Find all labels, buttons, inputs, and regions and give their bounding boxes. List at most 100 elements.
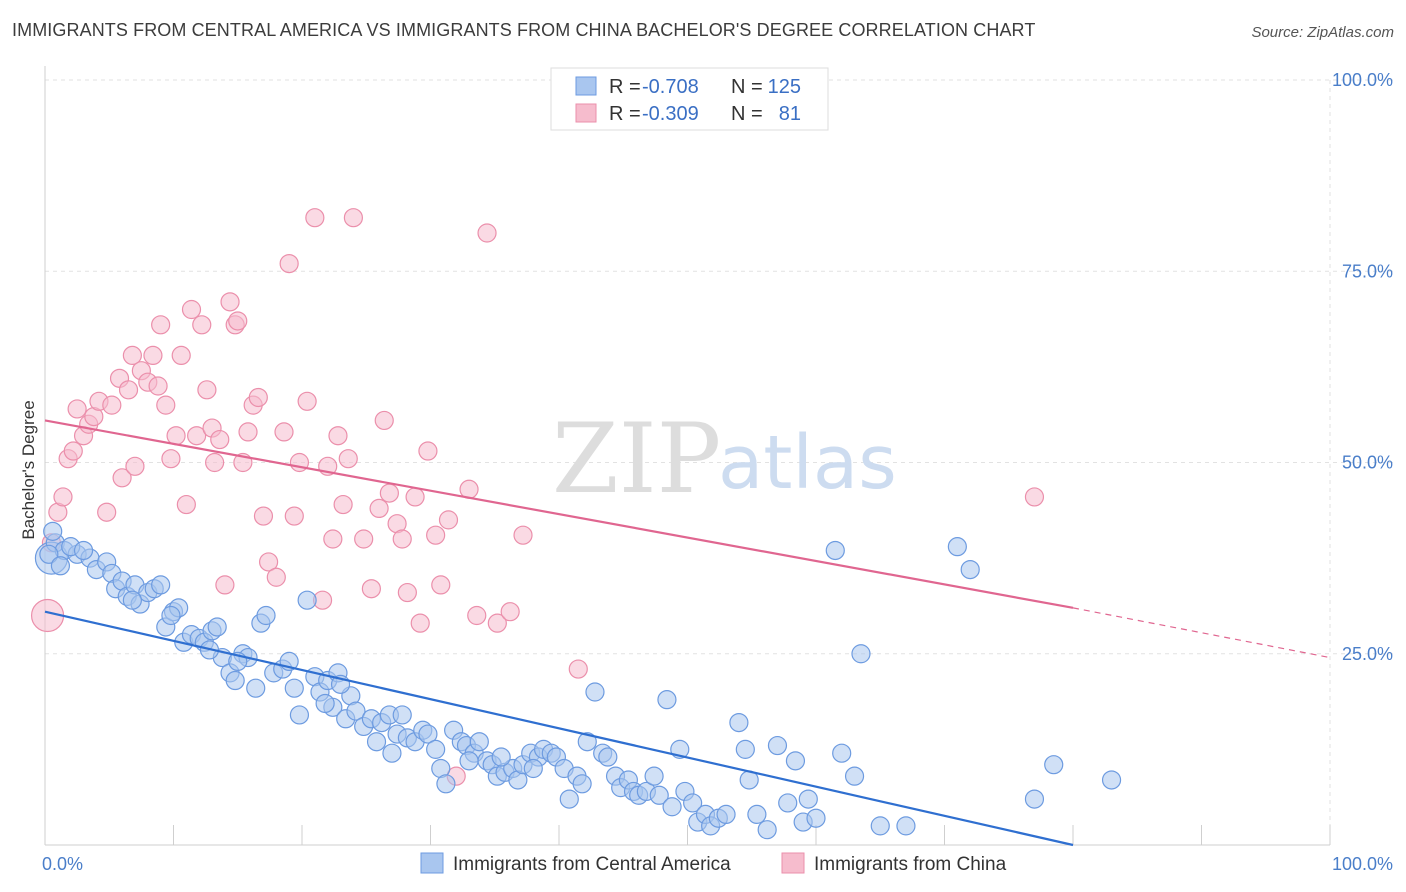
china-point-80 (1024, 487, 1045, 507)
china-point-62 (379, 483, 399, 503)
central-america-point-105 (735, 739, 755, 759)
china-point-2 (53, 487, 73, 507)
central-america-point-130 (122, 590, 142, 610)
legend-r-label-china: R = (609, 103, 641, 125)
bottom-legend-swatch-central-america (420, 852, 444, 874)
source-label: Source: ZipAtlas.com (1251, 24, 1394, 41)
central-america-point-137 (459, 751, 479, 771)
central-america-point-15 (151, 575, 171, 595)
central-america-point-93 (649, 785, 669, 805)
china-point-26 (176, 494, 196, 515)
china-point-67 (410, 613, 430, 633)
central-america-point-138 (491, 747, 511, 767)
x-tick-label-0: 0.0% (42, 854, 83, 874)
china-point-19 (143, 345, 163, 365)
china-point-45 (274, 422, 294, 442)
legend-r-value-central-america: -0.708 (642, 76, 699, 98)
legend-swatch-central-america (575, 76, 597, 96)
central-america-point-129 (73, 540, 94, 561)
china-point-53 (323, 529, 343, 549)
china-point-78 (513, 525, 533, 545)
bottom-legend-label-china: Immigrants from China (814, 854, 1007, 875)
central-america-point-37 (289, 705, 310, 725)
axes (44, 66, 1331, 846)
central-america-point-119 (896, 816, 916, 836)
central-america-point-103 (716, 804, 736, 825)
central-america-point-124 (1101, 770, 1122, 790)
china-point-22 (156, 395, 176, 415)
central-america-point-58 (426, 739, 446, 759)
china-point-77 (500, 602, 520, 622)
central-america-point-123 (1044, 755, 1064, 775)
china-point-28 (187, 426, 207, 446)
china-point-56 (338, 449, 358, 469)
central-america-point-95 (662, 797, 682, 817)
trend-lines (44, 419, 1331, 847)
central-america-point-122 (1024, 789, 1045, 809)
central-america-point-116 (844, 766, 865, 786)
central-america-point-82 (577, 732, 597, 752)
central-america-point-27 (225, 670, 245, 691)
china-point-39 (238, 422, 258, 442)
china-point-14 (118, 380, 139, 400)
central-america-point-121 (960, 559, 980, 580)
china-point-4 (63, 441, 83, 461)
china-point-23 (161, 449, 181, 469)
y-tick-label-3: 25.0% (1342, 644, 1393, 664)
china-point-30 (197, 380, 217, 400)
china-point-70 (431, 575, 451, 595)
central-america-point-111 (785, 751, 806, 771)
china-point-55 (333, 494, 353, 515)
china-point-50 (305, 208, 325, 228)
china-point-59 (361, 579, 381, 599)
china-point-11 (102, 395, 122, 415)
china-point-58 (354, 529, 374, 549)
china-point-74 (467, 605, 487, 626)
china-point-42 (253, 506, 274, 526)
central-america-point-53 (392, 705, 412, 725)
china-point-15 (122, 345, 142, 365)
china-point-5 (67, 399, 87, 419)
central-america-point-139 (523, 758, 543, 779)
china-point-13 (112, 468, 132, 488)
trend-line-central-america (44, 610, 1074, 847)
china-point-16 (125, 456, 145, 476)
china-point-68 (418, 441, 438, 461)
chart-title: IMMIGRANTS FROM CENTRAL AMERICA VS IMMIG… (12, 20, 1036, 40)
legend-n-value-china: 81 (779, 103, 801, 125)
china-point-57 (343, 208, 363, 228)
china-point-24 (166, 426, 186, 446)
china-point-54 (328, 426, 348, 446)
central-america-point-107 (747, 804, 767, 825)
central-america-point-120 (947, 537, 967, 557)
legend-n-label-central-america: N = (731, 76, 763, 98)
legend-box (550, 67, 829, 131)
china-point-79 (568, 659, 588, 679)
central-america-point-131 (161, 605, 181, 626)
central-america-point-60 (436, 774, 456, 794)
series-central-america-points (34, 521, 1122, 840)
bottom-legend: Immigrants from Central America Immigran… (420, 852, 1007, 875)
series-china-points (30, 208, 1045, 786)
x-tick-label-1: 100.0% (1332, 854, 1393, 874)
china-point-35 (220, 292, 240, 312)
china-point-43 (258, 552, 279, 572)
china-point-10 (97, 502, 117, 522)
china-point-47 (284, 506, 304, 526)
bottom-legend-label-central-america: Immigrants from Central America (453, 854, 731, 875)
china-point-32 (205, 452, 225, 473)
central-america-point-49 (366, 732, 387, 752)
central-america-point-114 (806, 808, 826, 828)
central-america-point-118 (870, 816, 890, 836)
china-point-64 (392, 529, 412, 549)
china-point-76 (487, 613, 507, 633)
central-america-point-57 (418, 724, 438, 744)
watermark: ZIP atlas (552, 403, 897, 515)
china-point-25 (171, 345, 191, 365)
central-america-point-38 (297, 590, 317, 610)
watermark-zip: ZIP (552, 403, 721, 515)
china-point-60 (369, 498, 389, 518)
central-america-point-134 (315, 693, 335, 714)
central-america-point-108 (757, 820, 777, 840)
